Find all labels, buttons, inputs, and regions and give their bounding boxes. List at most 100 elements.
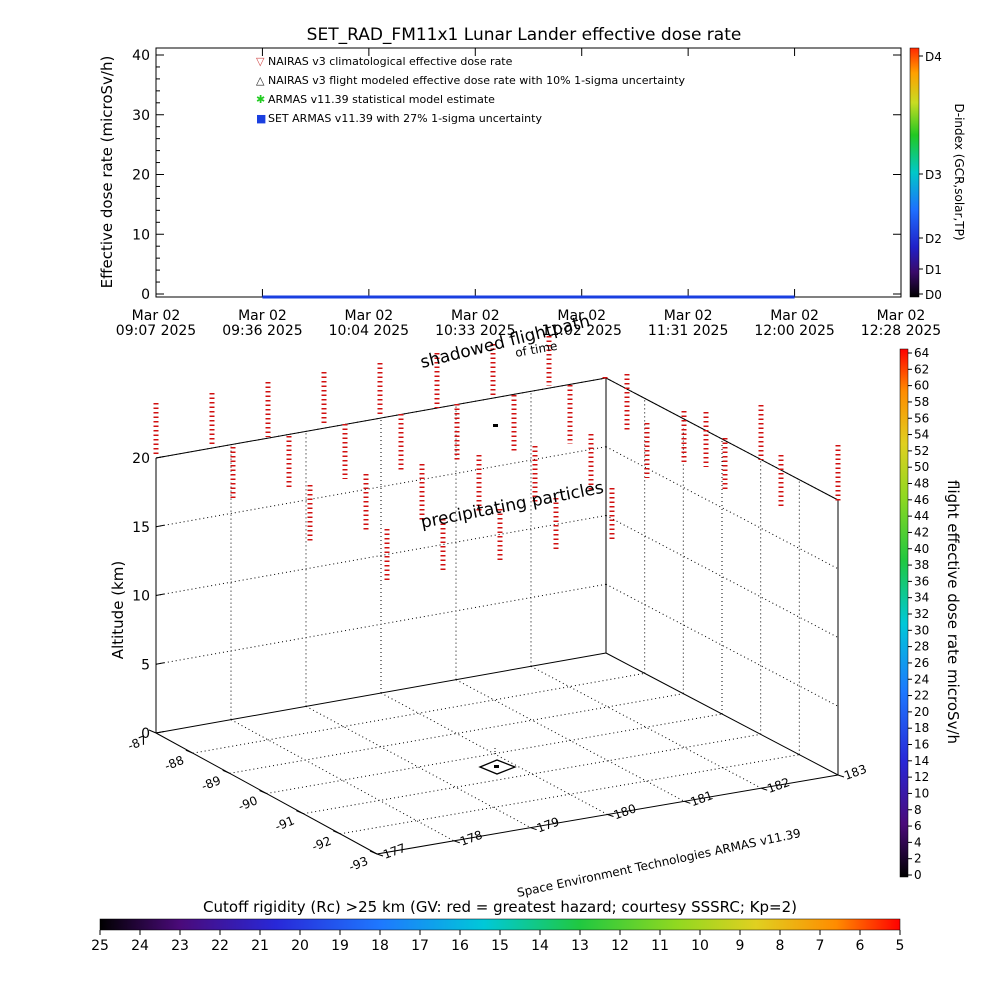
altitude-tick-label: 20 <box>132 451 150 467</box>
dose-colorbar-tick-label: 54 <box>914 428 929 442</box>
altitude-tick <box>155 593 165 596</box>
altitude-tick <box>155 524 165 528</box>
altitude-ticks: 0 5 10 15 20 <box>132 451 165 742</box>
dose-colorbar-tick-label: 34 <box>914 591 929 605</box>
dose-colorbar-tick-label: 2 <box>914 852 922 866</box>
credit-label: Space Environment Technologies ARMAS v11… <box>516 826 802 900</box>
d-index-ticks: D0 D1 D2 D3 D4 <box>919 50 942 302</box>
grid-line <box>340 754 800 835</box>
dose-colorbar-tick-label: 32 <box>914 607 929 621</box>
top-y-ticks: 0 10 20 30 40 <box>132 48 901 303</box>
latitude-tick-label: -87 <box>126 733 149 753</box>
altitude-tick-label: 15 <box>132 520 150 536</box>
top-x-tick-date: Mar 02 <box>770 308 819 324</box>
cutoff-rigidity-label: Cutoff rigidity (Rc) >25 km (GV: red = g… <box>203 898 797 916</box>
longitude-tick-label: 182 <box>765 775 791 796</box>
latitude-tick <box>332 830 341 835</box>
chart-title: SET_RAD_FM11x1 Lunar Lander effective do… <box>307 25 742 45</box>
legend-label: NAIRAS v3 flight modeled effective dose … <box>268 74 685 87</box>
dose-colorbar-tick-label: 38 <box>914 558 929 572</box>
d-index-tick-label: D0 <box>925 288 942 302</box>
dose-colorbar <box>899 348 909 878</box>
grid-line <box>155 446 607 528</box>
longitude-tick <box>530 827 537 831</box>
d-index-tick-label: D2 <box>925 232 942 246</box>
dose-colorbar-tick-label: 42 <box>914 525 929 539</box>
dose-colorbar-tick-label: 46 <box>914 493 929 507</box>
dose-colorbar-tick-label: 60 <box>914 379 929 393</box>
longitude-tick <box>453 840 460 844</box>
dose-colorbar-tick-label: 20 <box>914 705 929 719</box>
dose-colorbar-tick-label: 44 <box>914 509 929 523</box>
flight-marker-icon <box>478 424 517 775</box>
dose-colorbar-tick-label: 24 <box>914 672 929 686</box>
top-y-tick-label: 40 <box>132 48 150 64</box>
rc-tick-label: 16 <box>451 938 469 954</box>
altitude-label: Altitude (km) <box>109 561 127 659</box>
cutoff-rigidity-ticks: 25 24 23 22 21 20 19 18 17 16 15 14 13 12 11 10 9 8 7 6 5 <box>91 930 904 954</box>
rc-tick-label: 21 <box>251 938 269 954</box>
dose-colorbar-tick-label: 28 <box>914 640 929 654</box>
grid-line <box>155 377 607 459</box>
grid-line <box>530 665 762 789</box>
dose-colorbar-tick-label: 22 <box>914 689 929 703</box>
legend-label: ARMAS v11.39 statistical model estimate <box>268 93 495 106</box>
altitude-tick-label: 0 <box>141 726 150 742</box>
dose-colorbar-tick-label: 6 <box>914 819 922 833</box>
rc-tick-label: 6 <box>856 938 865 954</box>
d-index-tick-label: D1 <box>925 263 942 277</box>
rc-tick-label: 8 <box>776 938 785 954</box>
latitude-tick-label: -91 <box>273 813 296 833</box>
dose-colorbar-tick-label: 18 <box>914 721 929 735</box>
rc-tick-label: 5 <box>896 938 905 954</box>
flight-dose-marks <box>153 336 841 583</box>
longitude-tick <box>607 814 614 817</box>
longitude-tick <box>837 774 845 778</box>
dose-colorbar-tick-label: 36 <box>914 574 929 588</box>
grid-line <box>305 705 531 829</box>
top-x-tick-time: 10:04 2025 <box>329 323 409 339</box>
top-y-tick-label: 20 <box>132 168 150 184</box>
rc-tick-label: 14 <box>531 938 549 954</box>
longitude-tick <box>761 787 768 791</box>
top-legend: ▽ NAIRAS v3 climatological effective dose… <box>256 55 685 125</box>
top-x-tick-date: Mar 02 <box>451 308 500 324</box>
rc-tick-label: 22 <box>211 938 229 954</box>
top-x-tick-time: 12:00 2025 <box>754 323 834 339</box>
dose-colorbar-tick-label: 62 <box>914 362 929 376</box>
latitude-tick <box>222 769 230 774</box>
dose-colorbar-tick-label: 50 <box>914 460 929 474</box>
latitude-tick-label: -88 <box>163 753 186 773</box>
dose-colorbar-tick-label: 4 <box>914 835 922 849</box>
rc-tick-label: 15 <box>491 938 509 954</box>
d-index-tick-label: D4 <box>925 50 942 64</box>
d-index-tick-label: D3 <box>925 168 942 182</box>
d-index-label: D-index (GCR,solar,TP) <box>952 103 966 240</box>
top-x-tick-time: 11:31 2025 <box>648 323 728 339</box>
dose-colorbar-tick-label: 26 <box>914 656 929 670</box>
dose-colorbar-tick-label: 8 <box>914 803 922 817</box>
latitude-tick <box>148 729 157 734</box>
longitude-tick <box>376 853 384 857</box>
altitude-tick-label: 10 <box>132 589 150 605</box>
rc-tick-label: 10 <box>691 938 709 954</box>
top-x-tick-time: 11:02 2025 <box>541 323 621 339</box>
3d-plot-box <box>155 377 839 855</box>
latitude-tick-label: -93 <box>347 854 370 874</box>
dose-colorbar-ticks: 0246810121416182022242628303234363840424… <box>908 346 929 882</box>
precipitating-particles-label: precipitating particles <box>419 478 605 533</box>
latitude-tick-label: -89 <box>199 773 222 793</box>
cutoff-rigidity-colorbar <box>99 918 901 931</box>
dose-colorbar-tick-label: 16 <box>914 738 929 752</box>
rc-tick-label: 12 <box>611 938 629 954</box>
dose-colorbar-tick-label: 40 <box>914 542 929 556</box>
rc-tick-label: 13 <box>571 938 589 954</box>
top-x-tick-date: Mar 02 <box>132 308 181 324</box>
legend-marker: ▽ <box>256 55 265 68</box>
legend-marker: ■ <box>256 112 266 125</box>
rc-tick-label: 18 <box>371 938 389 954</box>
dose-colorbar-tick-label: 10 <box>914 786 929 800</box>
dose-colorbar-tick-label: 58 <box>914 395 929 409</box>
